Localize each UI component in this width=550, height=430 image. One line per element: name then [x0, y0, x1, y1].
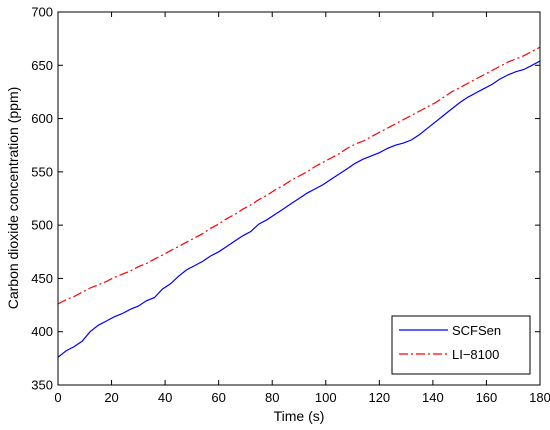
x-tick-label-9: 180	[529, 390, 550, 405]
x-tick-label-5: 100	[315, 390, 337, 405]
y-tick-label-2: 450	[31, 271, 53, 286]
y-axis-title: Carbon dioxide concentration (ppm)	[5, 87, 21, 310]
x-tick-label-3: 60	[211, 390, 225, 405]
y-tick-label-5: 600	[31, 111, 53, 126]
x-tick-label-1: 20	[104, 390, 118, 405]
series-line-0	[57, 60, 541, 358]
y-tick-label-3: 500	[31, 218, 53, 233]
plot-frame	[57, 11, 541, 386]
y-tick-label-1: 400	[31, 324, 53, 339]
legend-label-li8100: LI−8100	[452, 347, 499, 362]
y-tick-label-7: 700	[31, 5, 53, 20]
ticks-layer: 0 20 40 60 80 100 120 140 160 180 350 400 450 500 550 6…	[31, 5, 550, 406]
y-tick-label-4: 550	[31, 164, 53, 179]
y-tick-label-0: 350	[31, 378, 53, 393]
y-tick-label-6: 650	[31, 58, 53, 73]
x-tick-label-2: 40	[158, 390, 172, 405]
x-tick-label-0: 0	[54, 390, 61, 405]
x-tick-label-4: 80	[265, 390, 279, 405]
x-axis-title: Time (s)	[274, 408, 325, 424]
legend: SCFSen LI−8100	[391, 315, 531, 375]
x-tick-label-7: 140	[422, 390, 444, 405]
series-line-1	[57, 46, 541, 305]
series-layer	[57, 46, 541, 358]
legend-label-scfsen: SCFSen	[452, 323, 501, 338]
legend-box	[391, 315, 531, 375]
x-tick-label-8: 160	[476, 390, 498, 405]
x-tick-label-6: 120	[368, 390, 390, 405]
